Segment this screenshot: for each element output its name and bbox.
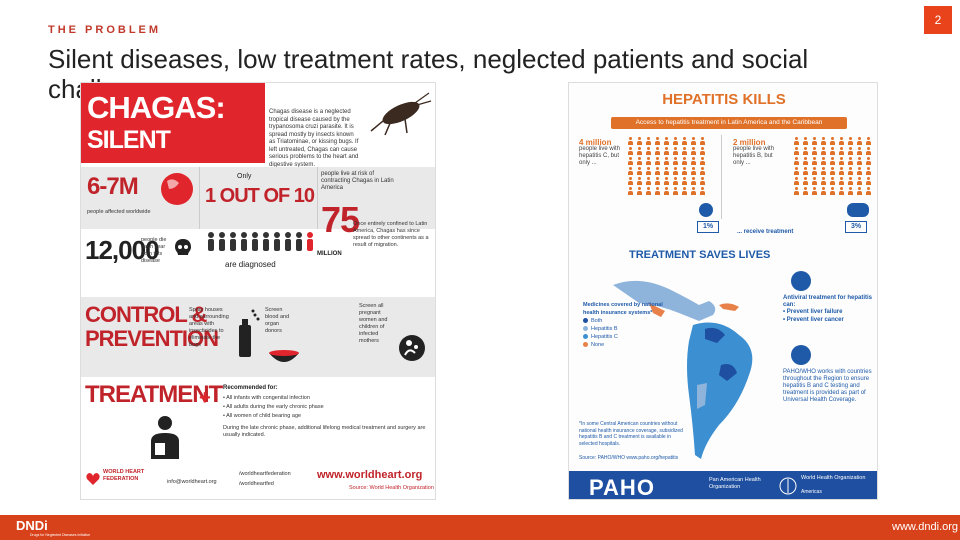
chagas-title-line1: CHAGAS: bbox=[87, 90, 226, 125]
hepb-percent: 3% bbox=[845, 221, 867, 233]
legend-item-both: Both bbox=[583, 317, 663, 325]
legend-item-none: None bbox=[583, 341, 663, 349]
deaths-label: people die each year from this disease bbox=[141, 237, 167, 264]
hepc-percent: 1% bbox=[697, 221, 719, 233]
dndi-tagline: Drugs for Neglected Diseases initiative bbox=[30, 533, 91, 537]
hepb-treated-icon bbox=[847, 203, 869, 217]
recommended-label: Recommended for: bbox=[223, 385, 278, 391]
prevent-liver-failure: • Prevent liver failure bbox=[783, 309, 843, 315]
only-label: Only bbox=[237, 173, 252, 180]
legend-item-hepb: Hepatitis B bbox=[583, 325, 663, 333]
hepb-number: 2 million bbox=[733, 138, 766, 147]
footer-url-link[interactable]: www.dndi.org bbox=[892, 521, 959, 533]
recommendation-3: • All women of child bearing age bbox=[223, 413, 302, 419]
heart-logo-icon bbox=[86, 473, 100, 485]
hepatitis-source: Source: PAHO/WHO www.paho.org/hepatitis bbox=[579, 455, 679, 461]
diagnosed-label: are diagnosed bbox=[225, 260, 276, 269]
syringe-icon bbox=[791, 345, 811, 365]
control-title-line2: PREVENTION bbox=[85, 326, 219, 351]
legend-title: Medicines covered by national health ins… bbox=[583, 302, 663, 316]
hepc-treated-icon bbox=[699, 203, 713, 217]
recommendation-note: During the late chronic phase, additiona… bbox=[223, 425, 426, 438]
hepc-text: people live with hepatitis C, but only .… bbox=[579, 146, 621, 166]
chagas-infographic: CHAGAS: SILENT KILLER Chagas disease is … bbox=[80, 82, 436, 500]
doctor-icon bbox=[151, 416, 179, 459]
paho-org-name: Pan American Health Organization bbox=[709, 477, 761, 490]
chagas-source: Source: World Health Organization bbox=[349, 485, 434, 491]
one-out-of-ten: 1 OUT OF 10 bbox=[205, 185, 315, 207]
recommendation-1: • All infants with congenital infection bbox=[223, 395, 310, 401]
recommendation-2: • All adults during the early chronic ph… bbox=[223, 404, 324, 410]
page-number-badge: 2 bbox=[924, 6, 952, 34]
hepb-people-grid bbox=[793, 137, 873, 196]
plus-icon: + bbox=[199, 387, 211, 409]
legend-dot bbox=[583, 326, 588, 332]
hepc-stat: 4 million people live with hepatitis C, … bbox=[579, 139, 623, 167]
hepc-people-grid bbox=[627, 137, 707, 196]
chagas-stats-row: 6-7M people affected worldwide Only 1 OU… bbox=[81, 167, 435, 229]
chagas-footer: WORLD HEART FEDERATION info@worldheart.o… bbox=[81, 467, 435, 499]
chagas-website: www.worldheart.org bbox=[317, 469, 423, 481]
hepatitis-infographic: HEPATITIS KILLS Access to hepatitis trea… bbox=[568, 82, 878, 500]
deaths-number: 12,000 bbox=[85, 235, 160, 265]
social-facebook: /worldheartfederation bbox=[239, 471, 291, 477]
chagas-title-block: CHAGAS: SILENT KILLER bbox=[81, 83, 265, 187]
dndi-logo: DNDi bbox=[16, 518, 48, 533]
legend-item-hepc: Hepatitis C bbox=[583, 333, 663, 341]
receive-treatment-label: ... receive treatment bbox=[737, 229, 794, 235]
treatment-saves-lives: TREATMENT SAVES LIVES bbox=[629, 249, 771, 261]
treatment-title: TREATMENT bbox=[85, 381, 223, 408]
blood-bowl-icon bbox=[269, 350, 299, 362]
control-item-screen-women: Screen all pregnant women and children o… bbox=[359, 303, 388, 344]
risk-number: 75 bbox=[321, 199, 360, 240]
people-icons-row bbox=[205, 229, 317, 259]
paho-logo: PAHO bbox=[589, 475, 655, 500]
antiviral-label: Antiviral treatment for hepatitis can: bbox=[783, 295, 873, 308]
control-item-spray: Spray houses and surrounding areas with … bbox=[189, 307, 229, 348]
paho-banner: PAHO Pan American Health Organization Wo… bbox=[569, 471, 877, 500]
latin-america-map bbox=[613, 280, 753, 459]
hepatitis-access-bar: Access to hepatitis treatment in Latin A… bbox=[611, 117, 847, 129]
affected-label: people affected worldwide bbox=[87, 209, 151, 215]
chagas-intro: Chagas disease is a neglected tropical d… bbox=[269, 109, 359, 168]
hepc-number: 4 million bbox=[579, 138, 612, 147]
world-heart-federation-logo: WORLD HEART FEDERATION bbox=[103, 469, 145, 482]
globe-icon bbox=[161, 173, 193, 205]
skull-icon bbox=[175, 239, 191, 255]
footer-bar: DNDi Drugs for Neglected Diseases initia… bbox=[0, 515, 960, 540]
hepb-stat: 2 million people live with hepatitis B, … bbox=[733, 139, 777, 167]
who-region: Americas bbox=[801, 489, 822, 495]
section-eyebrow: THE PROBLEM bbox=[48, 24, 162, 36]
paho-works-text: PAHO/WHO works with countries throughout… bbox=[783, 369, 872, 403]
spray-can-icon bbox=[239, 309, 260, 357]
legend-dot bbox=[583, 342, 588, 348]
chagas-email: info@worldheart.org bbox=[167, 479, 217, 485]
legend-dot bbox=[583, 334, 588, 340]
hepb-text: people live with hepatitis B, but only .… bbox=[733, 146, 775, 166]
hepatitis-title: HEPATITIS KILLS bbox=[662, 91, 786, 108]
risk-note: Once entirely confined to Latin America,… bbox=[353, 221, 429, 248]
treatment-row: TREATMENT + Recommended for: • All infan… bbox=[81, 379, 435, 467]
map-legend: Medicines covered by national health ins… bbox=[583, 301, 663, 349]
who-emblem-icon bbox=[779, 477, 797, 495]
risk-million: MILLION bbox=[317, 251, 342, 257]
affected-number: 6-7M bbox=[87, 173, 139, 200]
social-twitter: /worldheartfed bbox=[239, 481, 274, 487]
mother-child-icon bbox=[399, 335, 425, 361]
risk-label: people live at risk of contracting Chaga… bbox=[321, 171, 394, 191]
control-title-line1: CONTROL & bbox=[85, 302, 207, 327]
who-org-name: World Health Organization bbox=[801, 475, 866, 481]
hepatitis-footnote: *In some Central American countries with… bbox=[579, 421, 683, 447]
control-item-screen-blood: Screen blood and organ donors bbox=[265, 307, 290, 334]
pill-bottle-icon bbox=[791, 271, 811, 291]
control-prevention-row: CONTROL & PREVENTION Spray houses and su… bbox=[81, 297, 435, 377]
kissing-bug-icon bbox=[370, 92, 432, 136]
legend-dot bbox=[583, 318, 588, 324]
prevent-liver-cancer: • Prevent liver cancer bbox=[783, 317, 844, 323]
